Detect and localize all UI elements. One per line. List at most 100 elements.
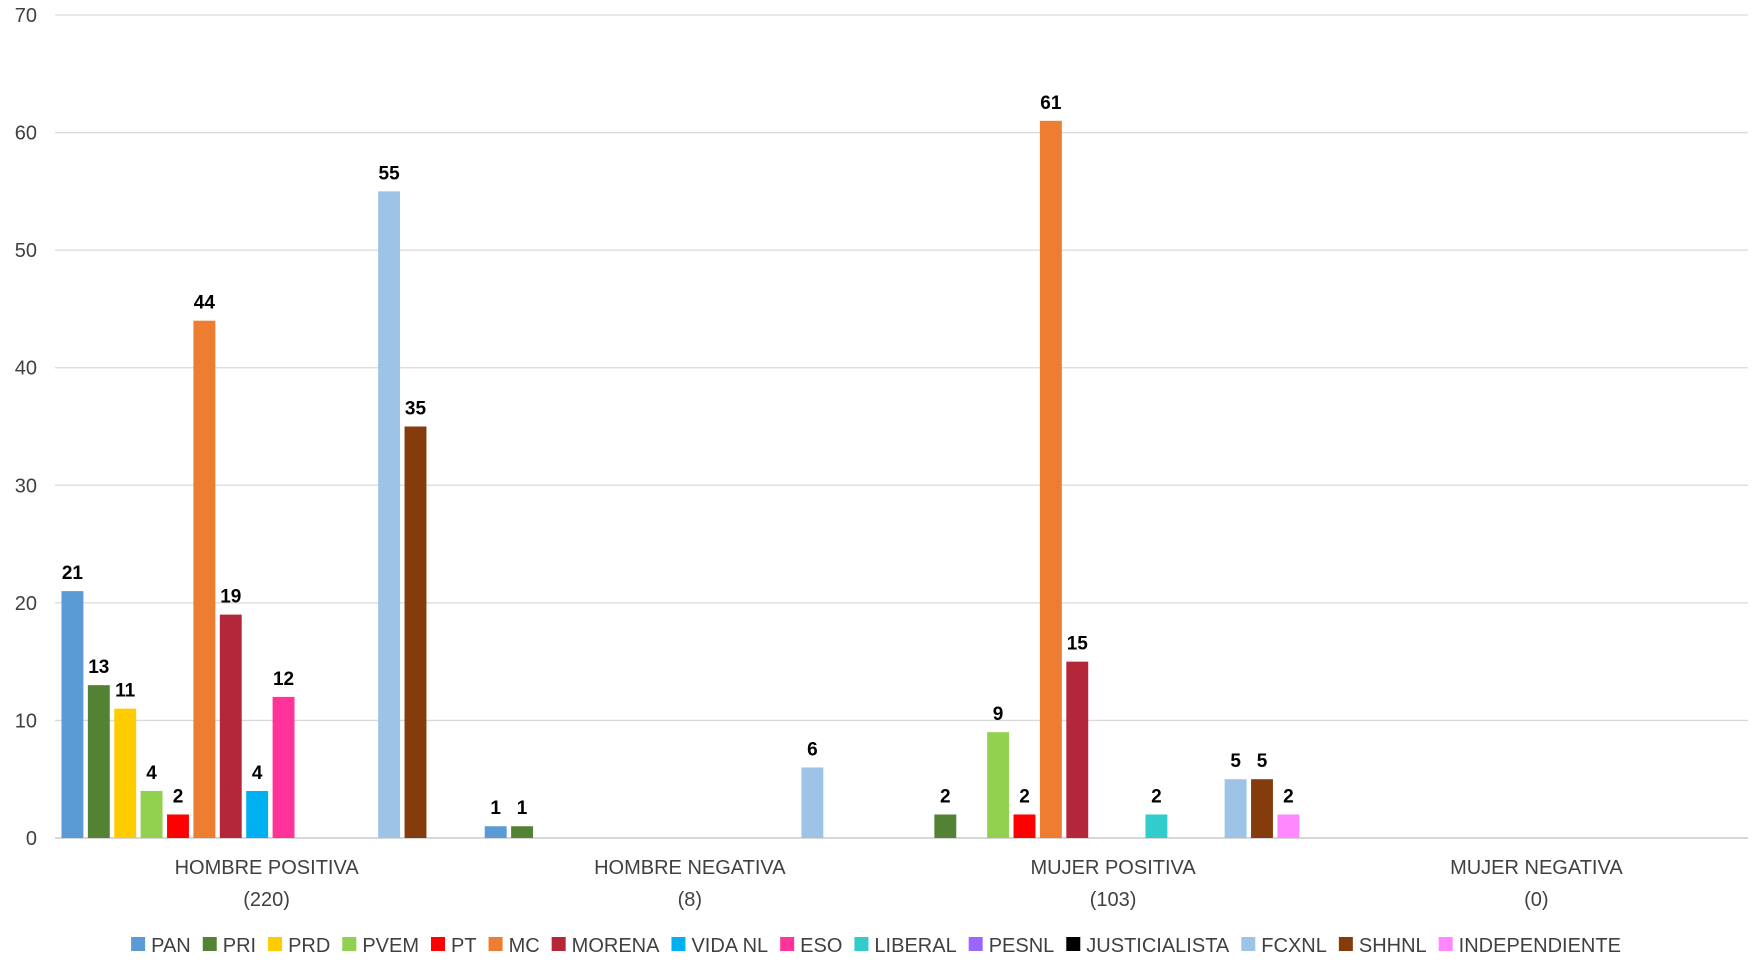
legend-swatch <box>968 937 983 951</box>
x-axis: HOMBRE POSITIVA (220) HOMBRE NEGATIVA (8) MU… <box>175 857 1624 911</box>
data-label: 19 <box>220 587 241 608</box>
category-label: HOMBRE NEGATIVA <box>594 857 786 879</box>
category-count-label: (103) <box>1090 889 1137 911</box>
category-label: HOMBRE POSITIVA <box>175 857 360 879</box>
category-label: MUJER POSITIVA <box>1031 857 1197 879</box>
data-label: 1 <box>490 798 501 819</box>
legend-label: MORENA <box>572 935 660 957</box>
legend-label: INDEPENDIENTE <box>1459 935 1621 957</box>
legend-label: SHHNL <box>1359 935 1427 957</box>
data-label: 1 <box>517 798 528 819</box>
legend-item: MORENA <box>551 935 660 957</box>
bar-pri <box>87 685 110 838</box>
legend-item: VIDA NL <box>671 935 768 957</box>
data-label: 4 <box>252 763 263 784</box>
data-label: 44 <box>194 293 216 314</box>
data-label: 4 <box>146 763 157 784</box>
bar-prd <box>114 708 137 838</box>
data-label: 2 <box>173 786 184 807</box>
legend-swatch <box>268 937 283 951</box>
legend-label: PVEM <box>362 935 419 957</box>
bar-pvem <box>987 732 1010 838</box>
legend-item: PAN <box>131 935 191 957</box>
legend-label: MC <box>509 935 540 957</box>
data-label: 5 <box>1257 751 1268 772</box>
bar-mc <box>1039 120 1062 839</box>
legend-label: PT <box>451 935 477 957</box>
data-label: 2 <box>940 786 951 807</box>
legend-item: PT <box>431 935 477 957</box>
data-label: 11 <box>115 681 136 702</box>
legend-label: PESNL <box>989 935 1055 957</box>
legend-label: PRD <box>288 935 330 957</box>
legend-label: VIDA NL <box>691 935 768 957</box>
legend-label: ESO <box>800 935 842 957</box>
bar-morena <box>219 614 242 838</box>
bar-eso <box>272 696 295 838</box>
bar-pt <box>167 814 189 838</box>
legend-swatch <box>431 937 445 951</box>
legend-item: PESNL <box>968 935 1055 957</box>
legend-swatch <box>1241 937 1256 951</box>
bar-pt <box>1013 814 1036 838</box>
y-tick-label: 20 <box>15 593 37 615</box>
legend-item: SHHNL <box>1338 935 1427 957</box>
data-label: 12 <box>273 669 294 690</box>
category-label: MUJER NEGATIVA <box>1450 857 1623 879</box>
data-label: 2 <box>1283 786 1294 807</box>
data-label: 2 <box>1019 786 1030 807</box>
y-tick-label: 10 <box>15 710 37 732</box>
legend-swatch <box>342 937 357 951</box>
bar-liberal <box>1145 814 1168 838</box>
legend-item: JUSTICIALISTA <box>1066 935 1230 957</box>
legend-item: PRD <box>268 935 330 957</box>
gridlines <box>55 14 1748 839</box>
legend-swatch <box>780 937 795 951</box>
y-axis: 0 10 20 30 40 50 60 70 <box>15 5 37 850</box>
bar-pri <box>934 814 957 838</box>
bar-vida-nl <box>246 790 269 838</box>
legend: PAN PRI PRD PVEM PT MC MORENA VIDA NL ESO LIBERAL… <box>131 935 1621 957</box>
legend-label: LIBERAL <box>874 935 956 957</box>
category-count-label: (8) <box>678 889 702 911</box>
bar-morena <box>1066 661 1089 838</box>
bars <box>61 120 1300 839</box>
data-label: 6 <box>807 739 818 760</box>
bar-fcxnl <box>801 767 824 838</box>
legend-item: LIBERAL <box>854 935 957 957</box>
y-tick-label: 60 <box>15 123 37 145</box>
bar-pan <box>61 591 84 838</box>
legend-item: FCXNL <box>1241 935 1327 957</box>
data-label: 35 <box>405 399 427 420</box>
y-tick-label: 50 <box>15 240 37 262</box>
data-label: 9 <box>993 704 1004 725</box>
bar-shhnl <box>404 426 427 838</box>
legend-label: FCXNL <box>1261 935 1327 957</box>
legend-swatch <box>488 937 503 951</box>
data-label: 61 <box>1040 93 1062 114</box>
data-label: 13 <box>88 657 109 678</box>
legend-label: JUSTICIALISTA <box>1086 935 1230 957</box>
legend-swatch <box>551 937 566 951</box>
bar-shhnl <box>1251 779 1273 838</box>
data-label: 55 <box>379 163 401 184</box>
legend-swatch <box>854 937 869 951</box>
bar-fcxnl <box>378 191 401 838</box>
category-count-label: (220) <box>243 889 290 911</box>
data-label: 2 <box>1151 786 1162 807</box>
legend-swatch <box>1066 937 1081 951</box>
legend-swatch <box>1338 937 1353 951</box>
legend-swatch <box>202 937 217 951</box>
bar-pan <box>484 826 507 838</box>
bar-pvem <box>140 790 163 838</box>
data-label: 21 <box>62 563 84 584</box>
legend-label: PRI <box>223 935 256 957</box>
bar-mc <box>193 320 216 839</box>
bar-independiente <box>1277 814 1300 838</box>
data-label: 5 <box>1230 751 1241 772</box>
bar-pri <box>511 826 534 838</box>
legend-item: PRI <box>202 935 256 957</box>
bar-fcxnl <box>1224 779 1247 838</box>
y-tick-label: 40 <box>15 358 37 380</box>
